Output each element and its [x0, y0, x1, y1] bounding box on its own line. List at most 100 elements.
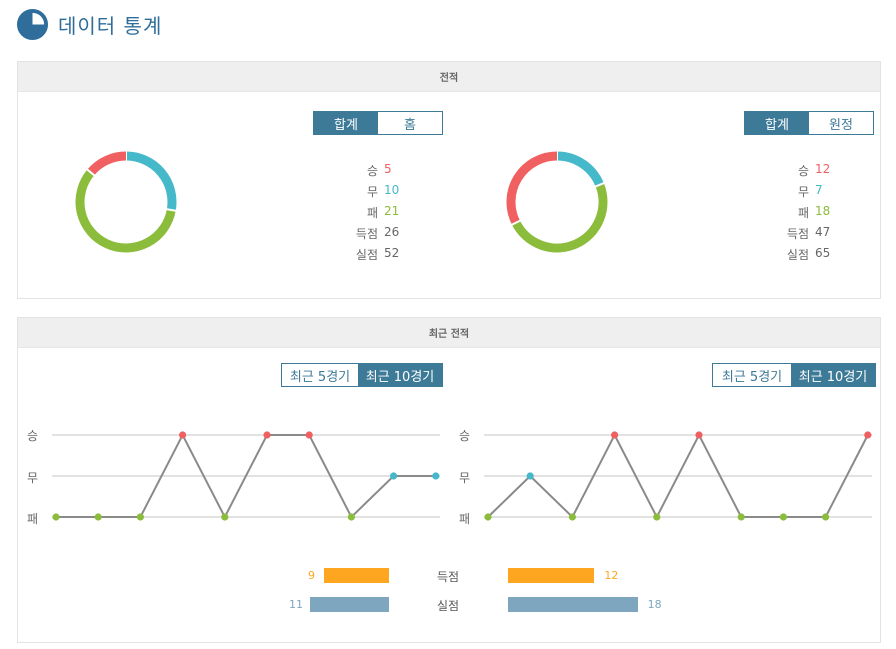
- against-label: 실점: [436, 599, 460, 613]
- stat-row: 승 12: [759, 162, 849, 182]
- away-recent-toggle: 최근 5경기 최근 10경기: [712, 363, 876, 387]
- stat-label: 득점: [355, 227, 378, 241]
- result-point: [390, 472, 398, 480]
- home-y-label-loss: 패: [27, 512, 39, 526]
- home-record-toggle: 합계 홈: [313, 111, 443, 135]
- stat-label: 실점: [355, 248, 378, 262]
- result-point: [347, 513, 355, 521]
- donut-slice-win: [87, 151, 127, 176]
- page-title: 데이터 통계: [58, 13, 163, 38]
- result-point: [179, 431, 187, 439]
- home-y-label-win: 승: [27, 429, 39, 443]
- result-point: [695, 431, 703, 439]
- result-point: [779, 513, 787, 521]
- home-y-label-draw: 무: [27, 471, 39, 485]
- result-line: [487, 432, 869, 520]
- result-point: [263, 431, 271, 439]
- stat-label: 실점: [786, 248, 809, 262]
- stat-value: 5: [384, 162, 392, 176]
- result-point: [484, 513, 492, 521]
- result-point: [611, 431, 619, 439]
- home-recent-line-chart: [52, 431, 440, 521]
- home-goals-value: 9: [308, 569, 315, 582]
- recent-panel: 최근 전적 최근 5경기 최근 10경기 최근 5경기 최근 10경기 승 무 …: [17, 317, 881, 643]
- stat-row: 패 18: [759, 204, 849, 224]
- stat-value: 52: [384, 246, 400, 260]
- stat-label: 패: [366, 206, 378, 220]
- stat-row: 실점 52: [328, 246, 418, 266]
- donut-separator: [85, 167, 97, 178]
- stat-value: 21: [384, 204, 400, 218]
- home-record-donut: [75, 150, 178, 253]
- away-y-label-loss: 패: [459, 512, 471, 526]
- result-point: [568, 513, 576, 521]
- donut-slice-loss: [75, 169, 176, 253]
- stat-label: 무: [797, 185, 809, 199]
- goals-label: 득점: [436, 570, 460, 584]
- stat-value: 12: [815, 162, 831, 176]
- result-point: [432, 472, 440, 480]
- home-recent-toggle: 최근 5경기 최근 10경기: [281, 363, 443, 387]
- stat-row: 득점 47: [759, 225, 849, 245]
- tab-away-recent-10[interactable]: 최근 10경기: [791, 364, 875, 386]
- stat-row: 득점 26: [328, 225, 418, 245]
- away-against-value: 18: [647, 598, 662, 611]
- tab-home-recent-5[interactable]: 최근 5경기: [282, 364, 358, 386]
- home-against-bar: [309, 597, 389, 612]
- stat-label: 득점: [786, 227, 809, 241]
- page-header: 데이터 통계: [16, 6, 162, 42]
- donut-slice-draw: [556, 151, 604, 187]
- stat-value: 26: [384, 225, 400, 239]
- stat-label: 승: [366, 164, 378, 178]
- tab-home-home[interactable]: 홈: [378, 112, 442, 134]
- donut-separator: [165, 207, 178, 213]
- tab-away-total[interactable]: 합계: [745, 112, 809, 134]
- tab-away-recent-5[interactable]: 최근 5경기: [713, 364, 791, 386]
- result-point: [864, 431, 872, 439]
- stat-value: 65: [815, 246, 831, 260]
- result-point: [305, 431, 313, 439]
- home-against-value: 11: [289, 598, 303, 611]
- result-line: [56, 432, 436, 520]
- result-point: [94, 513, 102, 521]
- stat-label: 무: [366, 185, 378, 199]
- pie-chart-icon: [16, 8, 49, 40]
- home-goals-bar: [324, 568, 389, 583]
- stat-label: 승: [797, 164, 809, 178]
- donut-slice-loss: [511, 183, 608, 253]
- result-point: [136, 513, 144, 521]
- record-panel-title: 전적: [18, 62, 880, 92]
- stat-value: 7: [815, 183, 823, 197]
- result-point: [221, 513, 229, 521]
- donut-slice-win: [506, 151, 558, 225]
- away-recent-line-chart: [484, 431, 872, 521]
- away-record-toggle: 합계 원정: [744, 111, 874, 135]
- tab-home-recent-10[interactable]: 최근 10경기: [358, 364, 442, 386]
- result-point: [822, 513, 830, 521]
- away-goals-value: 12: [604, 569, 619, 582]
- tab-away-away[interactable]: 원정: [809, 112, 873, 134]
- stat-value: 10: [384, 183, 400, 197]
- tab-home-total[interactable]: 합계: [314, 112, 378, 134]
- result-point: [526, 472, 534, 480]
- stat-value: 18: [815, 204, 831, 218]
- away-goals-bar: [508, 568, 595, 583]
- donut-slice-draw: [125, 151, 177, 211]
- away-against-bar: [508, 597, 638, 612]
- donut-separator: [593, 181, 606, 189]
- recent-panel-title: 최근 전적: [18, 318, 880, 348]
- result-point: [737, 513, 745, 521]
- result-point: [653, 513, 661, 521]
- stat-row: 무 10: [328, 183, 418, 203]
- away-y-label-win: 승: [459, 429, 471, 443]
- stat-row: 실점 65: [759, 246, 849, 266]
- away-record-donut: [506, 150, 608, 253]
- away-y-label-draw: 무: [459, 471, 471, 485]
- record-panel: 전적 합계 홈 승 5 무 10 패 21 득점 26 실점 52 합계 원정 승 12 무 7 패 18 득…: [17, 61, 881, 299]
- stat-value: 47: [815, 225, 831, 239]
- stat-row: 패 21: [328, 204, 418, 224]
- stat-label: 패: [797, 206, 809, 220]
- result-point: [52, 513, 60, 521]
